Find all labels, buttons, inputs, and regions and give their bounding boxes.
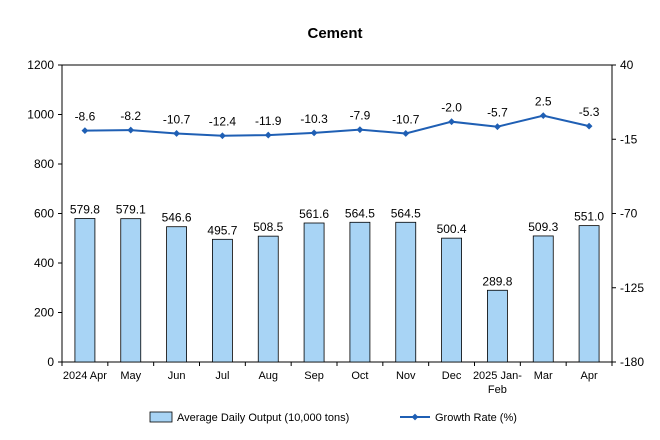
bar [120,218,142,363]
line-series [81,112,593,140]
legend-line-marker [411,413,419,421]
growth-rate-line [84,114,590,137]
bar [257,235,279,363]
x-tick-label: Apr [581,370,598,382]
bar-value-label: 546.6 [162,211,192,225]
line-point [81,127,89,135]
bar-value-label: 564.5 [391,206,421,220]
x-tick-label: Jul [215,370,229,382]
left-tick-label: 1000 [27,108,54,122]
bar-labels: 579.8 579.1 546.6 495.7 508.5 561.6 564.5 564.5… [70,202,605,288]
bar-value-label: 561.6 [299,207,329,221]
line-point [219,132,226,140]
right-tick-label: -70 [620,207,638,221]
left-tick-label: 0 [47,355,54,369]
x-tick-label: Mar [534,370,553,382]
line-value-label: -2.0 [441,101,462,115]
right-tick-label: 40 [620,58,634,72]
line-point [585,122,593,130]
line-value-label: -5.7 [487,106,508,120]
bar [532,235,554,363]
left-axis-ticks: 0 200 400 600 800 1000 1200 [27,58,62,369]
line-point [264,131,272,139]
bar [74,218,96,363]
right-tick-label: -15 [620,132,638,146]
line-point [448,118,455,126]
x-axis-ticks: 2024 Apr May Jun Jul Aug Sep Oct Nov Dec 2025 Jan… [61,362,613,396]
left-tick-label: 600 [34,207,54,221]
x-tick-label: 2024 Apr [63,370,107,382]
line-value-label: -10.3 [300,112,328,126]
right-tick-label: -125 [620,281,644,295]
bar-value-label: 564.5 [345,206,375,220]
bar [303,222,325,363]
bar [212,238,233,363]
bar [166,226,187,363]
line-value-label: -12.4 [209,115,237,129]
bar-value-label: 500.4 [437,222,467,236]
bar [349,221,371,363]
x-tick-label: Oct [351,370,368,382]
bar-value-label: 579.8 [70,202,100,216]
bar-value-label: 509.3 [528,220,558,234]
bar [487,289,508,363]
right-tick-label: -180 [620,355,644,369]
bar-series [74,218,600,363]
legend: Average Daily Output (10,000 tons) Growth… [149,411,517,424]
bar-value-label: 551.0 [574,210,604,224]
x-tick-label: Nov [396,370,416,382]
line-value-label: -7.9 [350,109,371,123]
bar [441,237,462,363]
x-tick-label: 2025 Jan-Feb [473,370,522,396]
left-tick-label: 200 [34,306,54,320]
line-value-label: -10.7 [392,112,420,126]
bar [395,221,417,363]
line-point [494,123,501,131]
x-tick-label: Dec [442,370,462,382]
left-tick-label: 1200 [27,58,54,72]
line-value-label: -8.2 [120,109,141,123]
bar-value-label: 579.1 [116,203,146,217]
bar-value-label: 508.5 [253,220,283,234]
line-value-label: -5.3 [579,105,600,119]
line-point [402,130,410,137]
line-value-label: -11.9 [255,114,282,128]
line-point [173,130,180,137]
line-point [310,129,318,137]
left-tick-label: 400 [34,256,54,270]
line-point [356,126,364,134]
line-point [127,126,135,134]
legend-bar-label: Average Daily Output (10,000 tons) [177,412,349,424]
bar-value-label: 289.8 [482,274,512,288]
line-value-label: -8.6 [75,110,96,124]
x-tick-label: Sep [304,370,324,382]
chart-title: Cement [307,25,362,42]
bar [578,225,600,363]
line-value-label: -10.7 [163,112,191,126]
left-tick-label: 800 [34,157,54,171]
legend-line-label: Growth Rate (%) [435,412,517,424]
x-tick-label: Jun [168,370,186,382]
bar-value-label: 495.7 [207,223,237,237]
line-labels: -8.6 -8.2 -10.7 -12.4 -11.9 -10.3 -7.9 -10.7 -2.… [75,95,600,129]
line-value-label: 2.5 [535,95,552,109]
x-tick-label: May [120,370,141,382]
right-axis-ticks: -180 -125 -70 -15 40 [612,58,644,369]
line-point [539,112,547,120]
legend-bar-swatch [149,411,173,423]
x-tick-label: Aug [258,370,278,382]
